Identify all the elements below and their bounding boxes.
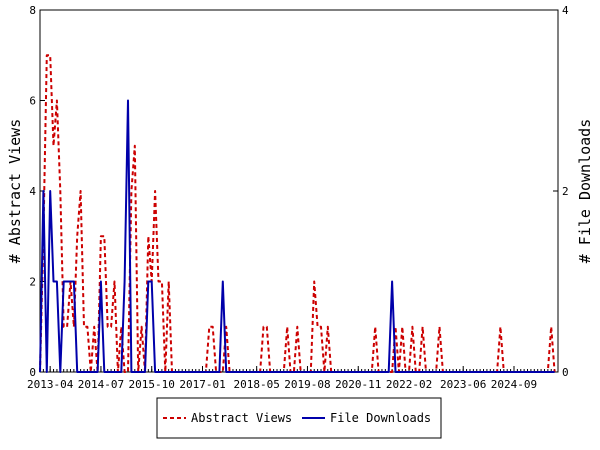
x-tick-label: 2013-04 (27, 378, 74, 391)
y-left-tick-label: 0 (29, 366, 36, 379)
x-tick-label: 2023-06 (440, 378, 486, 391)
x-tick-label: 2015-10 (129, 378, 175, 391)
x-tick-label: 2022-02 (386, 378, 432, 391)
y-right-tick-label: 2 (562, 185, 569, 198)
legend-box (156, 397, 442, 439)
legend: Abstract Views File Downloads (156, 397, 442, 439)
y-axis-left-title: # Abstract Views (6, 119, 24, 264)
y-left-tick-label: 4 (29, 185, 36, 198)
x-tick-label: 2024-09 (491, 378, 537, 391)
y-right-tick-label: 0 (562, 366, 569, 379)
x-tick-label: 2017-01 (179, 378, 225, 391)
x-tick-label: 2018-05 (234, 378, 280, 391)
y-right-tick-label: 4 (562, 4, 569, 17)
y-left-tick-label: 6 (29, 95, 36, 108)
x-tick-label: 2014-07 (78, 378, 124, 391)
plot-area (39, 9, 559, 373)
x-tick-label: 2019-08 (284, 378, 330, 391)
y-left-tick-label: 8 (29, 4, 36, 17)
x-tick-label: 2020-11 (335, 378, 381, 391)
series-file-downloads (39, 99, 555, 373)
legend-label-file-downloads: File Downloads (330, 411, 431, 425)
y-axis-right-title: # File Downloads (576, 119, 594, 264)
legend-label-abstract-views: Abstract Views (191, 411, 292, 425)
x-axis: 2013-04 2014-07 2015-10 2017-01 2018-05 2019-… (27, 366, 537, 391)
y-left-tick-label: 2 (29, 276, 36, 289)
plot-frame (39, 9, 559, 373)
series-layer (39, 54, 556, 373)
